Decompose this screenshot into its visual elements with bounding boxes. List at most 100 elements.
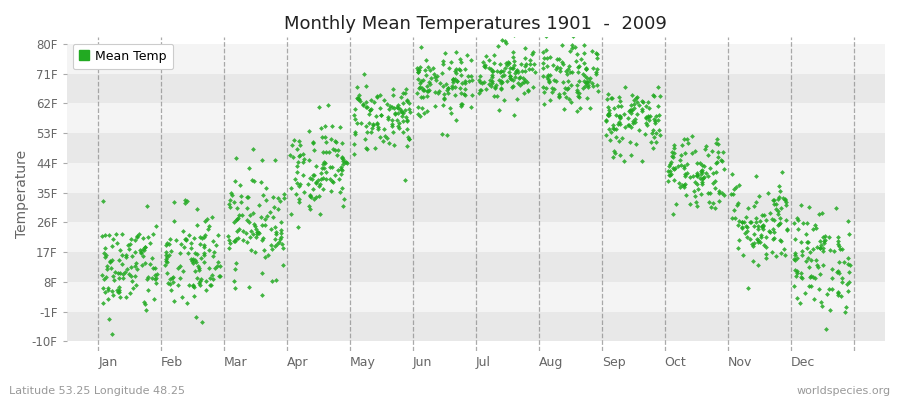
Point [316,175,330,182]
Point [493,67,508,74]
Point [197,243,211,250]
Point [809,257,824,263]
Point [122,271,137,278]
Point [484,66,499,72]
Point [348,131,363,137]
Point [208,265,222,271]
Point [645,127,660,134]
Point [158,249,173,256]
Point [178,197,193,204]
Point [710,159,724,166]
Point [662,161,677,167]
Point [190,222,204,228]
Point [735,224,750,231]
Point [491,77,506,83]
Point [695,166,709,173]
Point [717,166,732,172]
Point [190,275,204,281]
Point [617,84,632,90]
Point [309,162,323,169]
Point [568,44,582,51]
Point [212,259,226,266]
Point [177,244,192,250]
Point [621,114,635,121]
Point [825,265,840,272]
Point [664,170,679,177]
Point [689,202,704,209]
Point [256,292,270,298]
Point [806,226,821,232]
Point [585,83,599,89]
Point [241,218,256,225]
Point [663,172,678,178]
Point [673,157,688,164]
Point [647,134,662,140]
Point [526,60,541,67]
Point [346,150,361,157]
Point [228,199,242,205]
Point [559,94,573,100]
Point [356,70,371,77]
Point [802,283,816,290]
Point [324,136,338,142]
Point [359,123,374,129]
Point [500,78,514,84]
Point [599,117,614,124]
Point [105,236,120,242]
Point [703,204,717,210]
Point [296,158,310,165]
Point [417,87,431,93]
Point [678,150,692,156]
Point [641,112,655,119]
Point [626,120,640,126]
Point [150,270,165,277]
Point [171,282,185,288]
Point [401,100,416,106]
Point [351,96,365,102]
Point [564,42,579,48]
Point [101,287,115,293]
Point [171,265,185,271]
Point [675,142,689,148]
Point [494,79,508,86]
Point [417,86,431,93]
Point [392,122,406,129]
Point [563,99,578,105]
Point [431,88,446,94]
Point [599,118,614,124]
Point [453,84,467,91]
Point [159,242,174,248]
Point [266,204,281,210]
Point [148,272,162,278]
Point [334,166,348,173]
Point [325,178,339,184]
Point [743,236,758,242]
Point [105,292,120,298]
Point [100,266,114,272]
Point [616,111,631,117]
Point [134,250,148,256]
Point [807,296,822,302]
Point [498,37,512,44]
Point [251,229,266,236]
Point [384,121,399,127]
Point [133,246,148,253]
Point [441,85,455,91]
Point [514,61,528,67]
Point [611,121,625,127]
Point [842,218,856,224]
Point [565,69,580,75]
Point [317,165,331,172]
Point [303,194,318,201]
Point [724,214,739,221]
Point [347,129,362,136]
Point [634,158,649,164]
Point [787,256,801,262]
Point [202,247,217,254]
Point [605,95,619,102]
Point [806,246,820,252]
Point [558,85,572,92]
Text: Latitude 53.25 Longitude 48.25: Latitude 53.25 Longitude 48.25 [9,386,185,396]
Point [842,279,857,286]
Point [112,284,126,290]
